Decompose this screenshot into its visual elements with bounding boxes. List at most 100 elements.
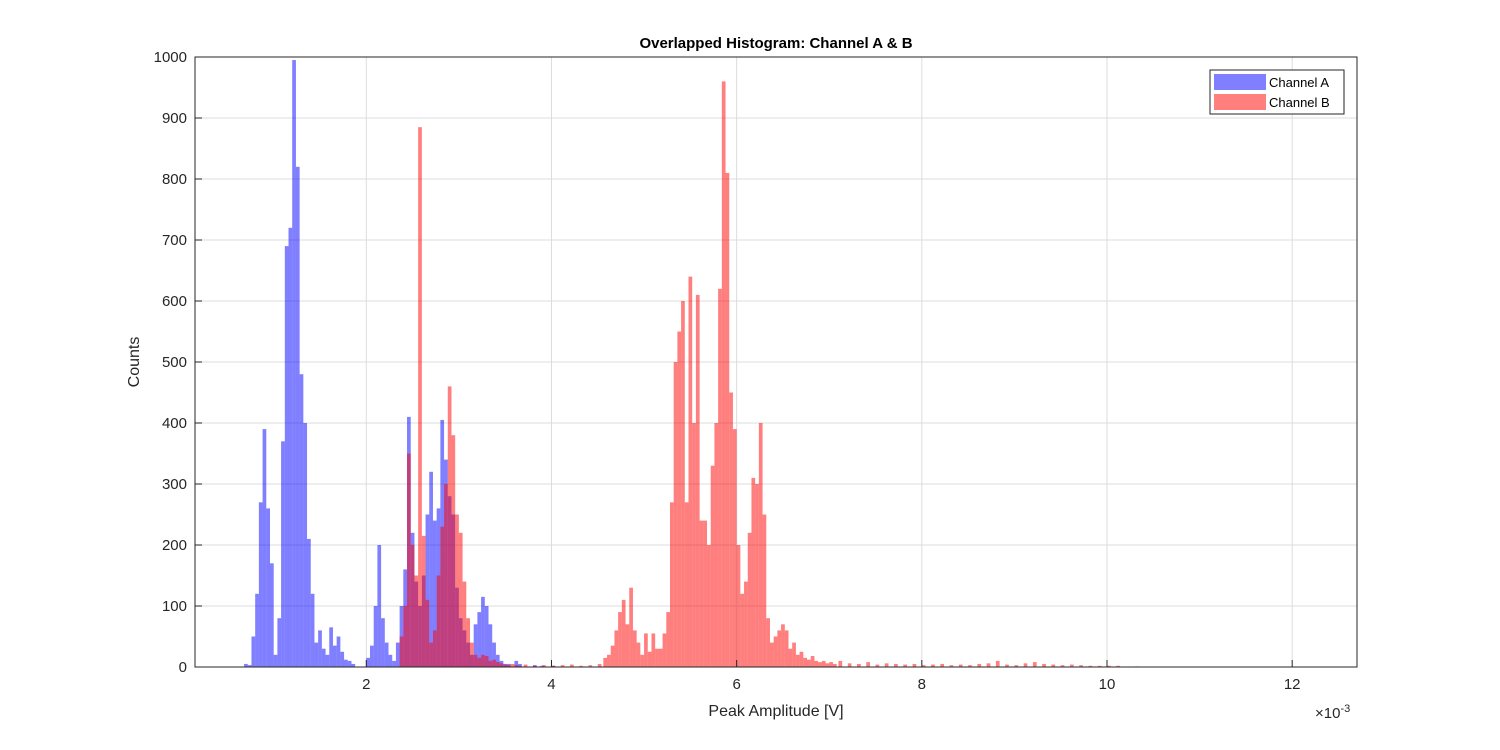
histogram-bar-channel-a [255,593,259,667]
histogram-bar-channel-a [314,642,319,667]
legend-label-channel-b: Channel B [1269,95,1330,110]
histogram-bar-channel-b [725,172,730,667]
histogram-bar-channel-b [407,453,411,667]
histogram-bar-channel-b [673,362,678,667]
histogram-bar-channel-a [481,596,485,667]
histogram-bar-channel-b [614,630,619,667]
histogram-bar-channel-b [655,648,659,667]
histogram-bar-channel-b [799,651,804,667]
histogram-bar-channel-b [569,664,574,667]
histogram-bar-channel-b [662,633,667,667]
histogram-bar-channel-a [266,508,270,667]
histogram-bar-channel-b [821,660,826,667]
histogram-bar-channel-b [636,642,641,667]
histogram-bar-channel-b [1088,665,1093,667]
y-tick-label: 1000 [154,49,187,66]
histogram-bar-channel-a [388,654,393,667]
histogram-bar-channel-b [1023,663,1028,667]
histogram-bar-channel-b [644,633,648,667]
y-tick-label: 600 [162,293,187,310]
histogram-bar-channel-b [629,587,633,667]
y-tick-label: 700 [162,232,187,249]
histogram-bar-channel-b [773,636,778,667]
histogram-bar-channel-a [518,663,522,667]
histogram-bar-channel-b [451,435,456,667]
histogram-bar-channel-b [703,520,708,667]
legend-label-channel-a: Channel A [1269,75,1329,90]
histogram-bar-channel-b [1005,664,1009,667]
histogram-bar-channel-a [473,624,478,667]
histogram-bar-channel-b [766,618,770,667]
histogram-bar-channel-b [857,663,861,667]
histogram-bar-channel-b [866,662,870,667]
histogram-bar-channel-a [299,374,304,667]
histogram-bar-channel-b [755,484,759,667]
histogram-bar-channel-b [792,642,796,667]
histogram-bar-channel-b [436,575,441,667]
histogram-bar-channel-a [310,593,315,667]
histogram-bar-channel-a [292,60,296,668]
histogram-bar-channel-b [603,657,608,667]
histogram-bar-channel-b [551,665,556,667]
histogram-bar-channel-a [244,663,248,667]
histogram-bar-channel-a [429,471,433,667]
x-axis-exponent: ×10-3 [1315,703,1350,722]
histogram-bar-channel-b [484,656,489,667]
histogram-bar-channel-b [740,593,745,667]
x-axis-label: Peak Amplitude [V] [708,703,843,720]
histogram-bar-channel-b [710,465,715,667]
histogram-bar-channel-b [418,127,422,667]
histogram-bar-channel-a [262,429,267,667]
histogram-bar-channel-b [803,657,808,667]
histogram-bar-channel-b [1107,665,1111,667]
histogram-bar-channel-a [369,645,374,667]
histogram-bar-channel-a [247,665,252,667]
histogram-bar-channel-b [1097,665,1102,667]
histogram-bar-channel-a [318,630,322,667]
histogram-bar-channel-b [807,659,811,667]
histogram-bar-channel-b [495,662,500,667]
histogram-bar-channel-b [692,423,696,667]
histogram-bar-channel-b [444,484,448,667]
legend-swatch-channel-b [1214,94,1266,110]
histogram-bar-channel-b [632,630,637,667]
histogram-bar-channel-b [762,514,767,667]
histogram-bar-channel-a [284,246,289,667]
histogram-bar-channel-a [477,612,482,667]
histogram-bar-channel-a [332,645,337,667]
x-tick-label: 2 [362,676,370,693]
histogram-bar-channel-b [651,633,656,667]
histogram-bar-channel-b [832,663,837,667]
histogram-bar-channel-b [921,665,926,667]
histogram-bar-channel-b [1116,665,1120,667]
histogram-bar-channel-b [751,477,756,667]
histogram-bar-channel-a [325,654,330,667]
histogram-bar-channel-b [421,535,426,667]
histogram-bar-channel-b [560,665,565,667]
histogram-bar-channel-b [473,654,478,667]
y-tick-label: 100 [162,598,187,615]
histogram-bar-channel-b [714,423,719,667]
histogram-bar-channel-b [1069,664,1074,667]
histogram-bar-channel-b [847,663,852,667]
histogram-bar-channel-b [425,599,430,667]
axis-ticks: 2 4 6 8 10 12 0 100 200 300 400 500 600 700 800 900 1000 [154,49,1301,693]
y-axis-label: Counts [126,337,143,388]
histogram-bar-channel-a [336,636,341,667]
histogram-bar-channel-a [351,663,356,667]
histogram-bar-channel-b [640,654,645,667]
x-tick-label: 10 [1099,676,1116,693]
histogram-bar-channel-a [295,166,300,668]
histogram-bar-channel-b [447,386,452,667]
histogram-bar-channel-b [729,392,733,667]
histogram-bar-channel-a [488,624,493,667]
histogram-bar-channel-a [303,423,308,667]
x-tick-label: 4 [547,676,555,693]
histogram-bar-channel-a [277,618,282,667]
histogram-bar-channel-a [381,618,385,667]
histogram-bar-channel-b [440,526,445,667]
histogram-bar-channel-a [258,502,263,667]
y-tick-label: 500 [162,354,187,371]
histogram-bar-channel-b [747,532,752,667]
